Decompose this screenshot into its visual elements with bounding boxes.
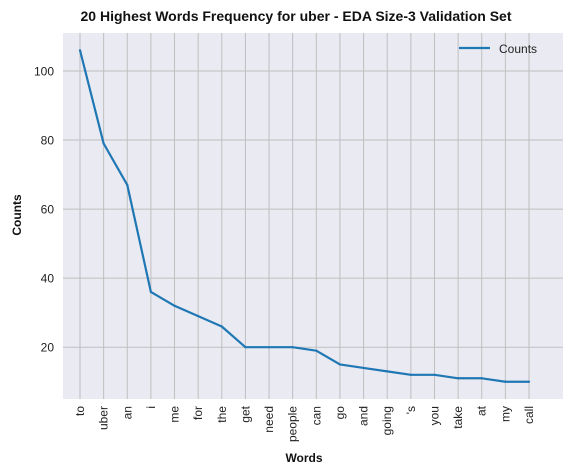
x-tick-label: for — [191, 406, 205, 420]
y-tick-label: 80 — [41, 134, 55, 148]
x-tick-label: going — [380, 406, 394, 435]
y-tick-label: 20 — [41, 341, 55, 355]
y-tick-label: 100 — [34, 64, 54, 78]
x-tick-label: you — [427, 406, 441, 425]
data-point — [78, 49, 82, 52]
data-point — [527, 380, 531, 383]
x-tick-label: call — [522, 406, 536, 424]
data-point — [315, 349, 318, 352]
data-point — [433, 373, 436, 376]
series-points — [78, 49, 531, 383]
data-point — [386, 370, 389, 373]
data-point — [173, 304, 176, 307]
data-point — [409, 373, 412, 376]
series-line-counts — [78, 49, 529, 383]
x-tick-label: at — [475, 405, 489, 416]
y-axis-label: Counts — [10, 194, 24, 236]
data-point — [457, 377, 460, 380]
grid-lines — [63, 33, 563, 399]
x-axis-ticks: to uber an i me for the get need people can go and go… — [73, 405, 536, 442]
x-tick-label: and — [357, 406, 371, 426]
x-tick-label: can — [309, 406, 323, 425]
plot-area — [63, 33, 563, 399]
data-point — [244, 346, 247, 349]
x-tick-label: uber — [97, 406, 111, 430]
data-point — [291, 346, 294, 349]
legend: Counts — [459, 42, 537, 56]
x-tick-label: need — [262, 406, 276, 433]
y-axis-ticks: 20 40 60 80 100 — [34, 64, 54, 354]
x-tick-label: the — [215, 406, 229, 423]
x-tick-label: 's — [404, 406, 418, 414]
data-point — [480, 377, 483, 380]
data-point — [338, 363, 342, 366]
x-tick-label: take — [451, 406, 465, 429]
x-tick-label: my — [498, 406, 512, 422]
data-point — [220, 325, 223, 328]
x-tick-label: an — [120, 406, 134, 419]
x-tick-label: to — [73, 406, 87, 416]
x-tick-label: people — [286, 406, 300, 442]
legend-label-counts: Counts — [499, 42, 537, 56]
x-tick-label: get — [238, 405, 252, 422]
y-tick-label: 60 — [41, 203, 55, 217]
x-tick-label: i — [144, 406, 158, 409]
x-axis-label: Words — [285, 451, 322, 465]
x-tick-label: go — [333, 406, 347, 420]
data-point — [149, 290, 152, 294]
data-point — [126, 183, 129, 187]
data-point — [504, 380, 507, 383]
data-point — [362, 366, 365, 370]
y-tick-label: 40 — [41, 272, 55, 286]
x-tick-label: me — [168, 406, 182, 423]
data-point — [102, 142, 105, 145]
data-point — [197, 315, 200, 318]
chart-title: 20 Highest Words Frequency for uber - ED… — [81, 8, 512, 24]
data-point — [267, 346, 271, 349]
